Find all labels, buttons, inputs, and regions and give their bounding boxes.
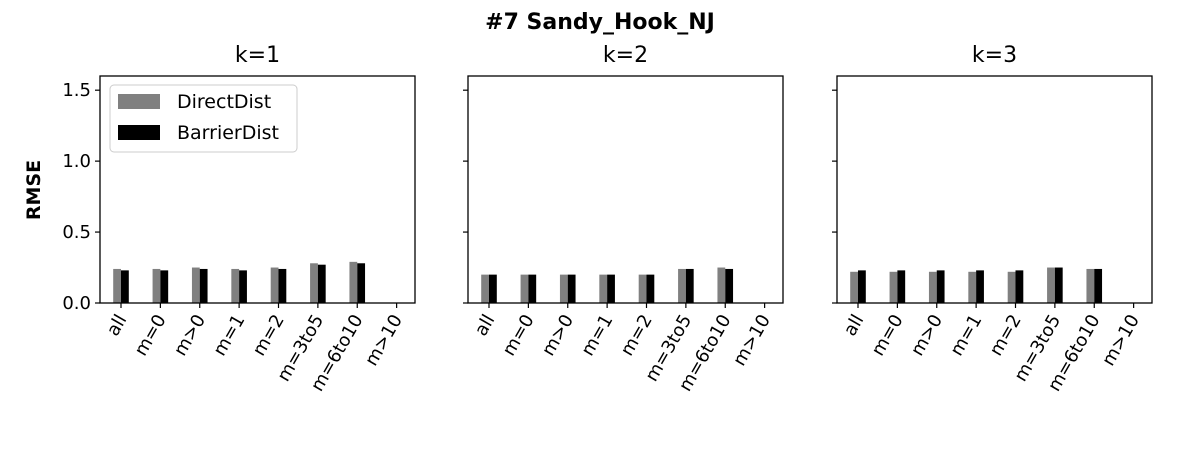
x-tick-label: m=1 [209,311,249,360]
x-tick-label: m=2 [617,311,657,360]
x-tick-label: all [103,311,132,340]
x-tick-label: all [840,311,869,340]
legend: DirectDist BarrierDist [109,84,298,153]
plot-frame [467,75,784,304]
x-tick-label: m=1 [946,311,986,360]
bar-barrierdist [357,263,366,303]
bar-directdist [481,274,489,303]
x-tick-label: m>10 [361,311,407,370]
bar-barrierdist [725,268,734,303]
bar-directdist [1086,268,1095,303]
bar-barrierdist [160,270,169,303]
bar-barrierdist [489,274,497,303]
bar-barrierdist [897,270,906,303]
plot-frame [99,75,416,304]
bar-directdist [1047,267,1055,303]
bar-barrierdist [936,270,945,303]
bar-directdist [231,268,240,303]
bar-barrierdist [1015,270,1024,303]
x-tick-label: m=0 [498,311,538,360]
bar-directdist [968,271,977,303]
bar-directdist [310,263,318,303]
bar-directdist [850,271,858,303]
bar-directdist [349,261,358,303]
x-tick-label: m>0 [170,311,210,360]
y-axis-label: RMSE [23,160,45,220]
x-tick-label: m>0 [538,311,578,360]
plot-frame [836,75,1153,304]
bar-barrierdist [567,274,576,303]
x-tick-label: m>0 [907,311,947,360]
bar-directdist [152,268,161,303]
y-tick-label: 1.0 [62,151,91,172]
bar-directdist [889,271,898,303]
bar-directdist [638,274,647,303]
y-tick-label: 0.5 [62,222,91,243]
bar-barrierdist [685,268,694,303]
bar-barrierdist [607,274,615,303]
legend-swatch-directdist [118,94,160,109]
x-tick-label: m=0 [130,311,170,360]
figure-title: #7 Sandy_Hook_NJ [485,10,715,35]
bar-barrierdist [317,264,326,303]
bar-directdist [113,268,121,303]
bar-directdist [559,274,568,303]
bar-directdist [717,267,726,303]
bar-directdist [599,274,608,303]
y-tick-label: 0.0 [62,293,91,314]
x-tick-label: m=0 [867,311,907,360]
bar-barrierdist [239,270,247,303]
legend-label: BarrierDist [177,122,279,144]
bar-barrierdist [1094,268,1103,303]
bar-directdist [520,274,529,303]
bar-barrierdist [528,274,537,303]
panel-title: k=1 [235,43,280,68]
legend-label: DirectDist [177,91,271,113]
bar-directdist [928,271,937,303]
bar-directdist [270,267,279,303]
x-tick-label: all [471,311,500,340]
bar-barrierdist [199,268,208,303]
bar-barrierdist [858,270,866,303]
panel-title: k=2 [603,43,648,68]
bar-directdist [678,268,686,303]
bar-directdist [1007,271,1016,303]
y-tick-label: 1.5 [62,80,91,101]
bar-barrierdist [1054,267,1063,303]
x-tick-label: m=2 [249,311,289,360]
bar-barrierdist [646,274,655,303]
bar-barrierdist [976,270,984,303]
x-tick-label: m=2 [986,311,1026,360]
x-tick-label: m>10 [729,311,775,370]
x-tick-label: m>10 [1098,311,1144,370]
x-tick-label: m=1 [577,311,617,360]
bar-directdist [191,267,200,303]
bar-barrierdist [121,270,129,303]
panel-title: k=3 [972,43,1017,68]
bar-barrierdist [278,268,287,303]
legend-swatch-barrierdist [118,125,160,140]
